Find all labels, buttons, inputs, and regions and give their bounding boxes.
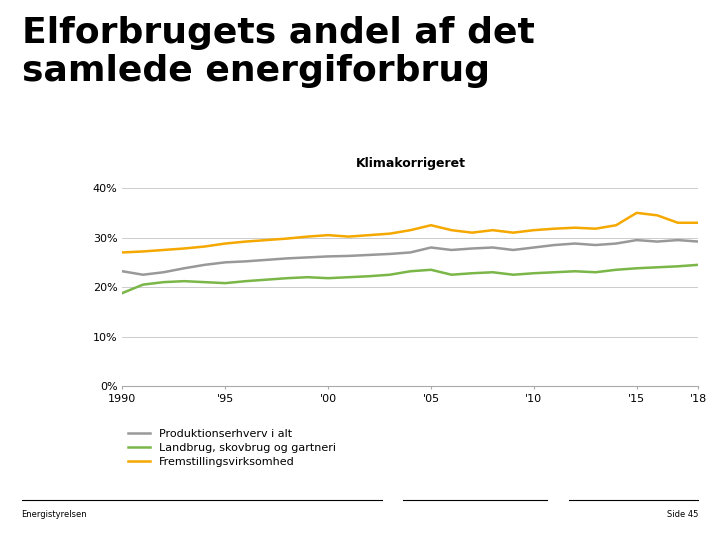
Produktionserhverv i alt	[488, 244, 497, 251]
Produktionserhverv i alt	[159, 269, 168, 275]
Produktionserhverv i alt	[200, 261, 209, 268]
Landbrug, skovbrug og gartneri	[344, 274, 353, 280]
Fremstillingsvirksomhed	[632, 210, 641, 216]
Fremstillingsvirksomhed	[447, 227, 456, 233]
Produktionserhverv i alt	[180, 265, 189, 272]
Text: Side 45: Side 45	[667, 510, 698, 519]
Fremstillingsvirksomhed	[221, 240, 230, 247]
Landbrug, skovbrug og gartneri	[591, 269, 600, 275]
Fremstillingsvirksomhed	[262, 237, 271, 244]
Fremstillingsvirksomhed	[406, 227, 415, 233]
Produktionserhverv i alt	[571, 240, 580, 247]
Legend: Produktionserhverv i alt, Landbrug, skovbrug og gartneri, Fremstillingsvirksomhe: Produktionserhverv i alt, Landbrug, skov…	[128, 429, 336, 467]
Fremstillingsvirksomhed	[427, 222, 436, 228]
Landbrug, skovbrug og gartneri	[283, 275, 292, 281]
Line: Landbrug, skovbrug og gartneri: Landbrug, skovbrug og gartneri	[122, 265, 698, 293]
Produktionserhverv i alt	[591, 242, 600, 248]
Produktionserhverv i alt	[283, 255, 292, 262]
Produktionserhverv i alt	[221, 259, 230, 266]
Produktionserhverv i alt	[427, 244, 436, 251]
Landbrug, skovbrug og gartneri	[612, 267, 621, 273]
Produktionserhverv i alt	[139, 272, 148, 278]
Landbrug, skovbrug og gartneri	[632, 265, 641, 272]
Landbrug, skovbrug og gartneri	[488, 269, 497, 275]
Produktionserhverv i alt	[447, 247, 456, 253]
Fremstillingsvirksomhed	[159, 247, 168, 253]
Fremstillingsvirksomhed	[118, 249, 127, 256]
Landbrug, skovbrug og gartneri	[241, 278, 250, 285]
Produktionserhverv i alt	[241, 258, 250, 265]
Landbrug, skovbrug og gartneri	[262, 276, 271, 283]
Produktionserhverv i alt	[694, 238, 703, 245]
Fremstillingsvirksomhed	[303, 233, 312, 240]
Fremstillingsvirksomhed	[241, 238, 250, 245]
Landbrug, skovbrug og gartneri	[139, 281, 148, 288]
Fremstillingsvirksomhed	[591, 226, 600, 232]
Fremstillingsvirksomhed	[612, 222, 621, 228]
Landbrug, skovbrug og gartneri	[406, 268, 415, 274]
Produktionserhverv i alt	[550, 242, 559, 248]
Landbrug, skovbrug og gartneri	[653, 264, 662, 271]
Produktionserhverv i alt	[529, 244, 538, 251]
Produktionserhverv i alt	[365, 252, 374, 258]
Text: Klimakorrigeret: Klimakorrigeret	[356, 157, 465, 170]
Fremstillingsvirksomhed	[468, 230, 477, 236]
Produktionserhverv i alt	[673, 237, 682, 244]
Text: Energistyrelsen: Energistyrelsen	[22, 510, 87, 519]
Fremstillingsvirksomhed	[509, 230, 518, 236]
Produktionserhverv i alt	[509, 247, 518, 253]
Line: Produktionserhverv i alt: Produktionserhverv i alt	[122, 240, 698, 275]
Landbrug, skovbrug og gartneri	[324, 275, 333, 281]
Fremstillingsvirksomhed	[694, 219, 703, 226]
Produktionserhverv i alt	[632, 237, 641, 244]
Landbrug, skovbrug og gartneri	[180, 278, 189, 285]
Landbrug, skovbrug og gartneri	[509, 272, 518, 278]
Fremstillingsvirksomhed	[550, 226, 559, 232]
Landbrug, skovbrug og gartneri	[159, 279, 168, 285]
Landbrug, skovbrug og gartneri	[200, 279, 209, 285]
Landbrug, skovbrug og gartneri	[529, 270, 538, 276]
Produktionserhverv i alt	[303, 254, 312, 261]
Fremstillingsvirksomhed	[283, 235, 292, 242]
Produktionserhverv i alt	[344, 253, 353, 259]
Produktionserhverv i alt	[262, 256, 271, 263]
Fremstillingsvirksomhed	[653, 212, 662, 219]
Fremstillingsvirksomhed	[571, 225, 580, 231]
Fremstillingsvirksomhed	[488, 227, 497, 233]
Produktionserhverv i alt	[612, 240, 621, 247]
Landbrug, skovbrug og gartneri	[303, 274, 312, 280]
Produktionserhverv i alt	[653, 238, 662, 245]
Fremstillingsvirksomhed	[200, 243, 209, 249]
Produktionserhverv i alt	[468, 245, 477, 252]
Line: Fremstillingsvirksomhed: Fremstillingsvirksomhed	[122, 213, 698, 253]
Landbrug, skovbrug og gartneri	[385, 272, 394, 278]
Fremstillingsvirksomhed	[365, 232, 374, 238]
Fremstillingsvirksomhed	[673, 219, 682, 226]
Landbrug, skovbrug og gartneri	[427, 267, 436, 273]
Produktionserhverv i alt	[118, 268, 127, 274]
Fremstillingsvirksomhed	[139, 248, 148, 255]
Landbrug, skovbrug og gartneri	[468, 270, 477, 276]
Landbrug, skovbrug og gartneri	[118, 290, 127, 296]
Landbrug, skovbrug og gartneri	[673, 263, 682, 269]
Fremstillingsvirksomhed	[324, 232, 333, 238]
Landbrug, skovbrug og gartneri	[365, 273, 374, 280]
Landbrug, skovbrug og gartneri	[694, 261, 703, 268]
Text: Elforbrugets andel af det
samlede energiforbrug: Elforbrugets andel af det samlede energi…	[22, 16, 534, 88]
Produktionserhverv i alt	[324, 253, 333, 260]
Fremstillingsvirksomhed	[385, 231, 394, 237]
Landbrug, skovbrug og gartneri	[571, 268, 580, 274]
Fremstillingsvirksomhed	[529, 227, 538, 233]
Fremstillingsvirksomhed	[344, 233, 353, 240]
Produktionserhverv i alt	[406, 249, 415, 256]
Produktionserhverv i alt	[385, 251, 394, 257]
Landbrug, skovbrug og gartneri	[550, 269, 559, 275]
Fremstillingsvirksomhed	[180, 245, 189, 252]
Landbrug, skovbrug og gartneri	[221, 280, 230, 286]
Landbrug, skovbrug og gartneri	[447, 272, 456, 278]
